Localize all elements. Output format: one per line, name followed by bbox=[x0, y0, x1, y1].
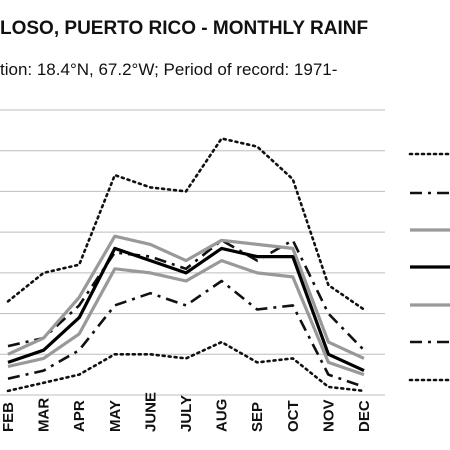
x-tick-label: SEP bbox=[249, 402, 266, 432]
series-line-7 bbox=[6, 340, 366, 393]
x-tick-label: MAR bbox=[36, 398, 53, 432]
chart-title: LOSO, PUERTO RICO - MONTHLY RAINF bbox=[0, 18, 369, 39]
x-tick-label: JUNE bbox=[142, 392, 159, 432]
x-tick-labels: FEB MAR APR MAY JUNE JULY AUG SEP OCT NOV DEC bbox=[0, 392, 373, 432]
series-line-3 bbox=[7, 234, 365, 360]
series-line-2 bbox=[7, 239, 365, 352]
x-tick-label: FEB bbox=[0, 402, 17, 432]
chart-subtitle: tion: 18.4°N, 67.2°W; Period of record: … bbox=[0, 60, 338, 79]
x-tick-label: NOV bbox=[320, 399, 337, 432]
series-line-4 bbox=[7, 246, 365, 373]
x-tick-label: APR bbox=[71, 400, 88, 432]
x-tick-label: DEC bbox=[356, 400, 373, 432]
x-tick-label: OCT bbox=[285, 400, 302, 432]
x-tick-label: JULY bbox=[178, 395, 195, 432]
x-tick-label: AUG bbox=[214, 399, 231, 432]
legend bbox=[408, 152, 450, 382]
series-line-1 bbox=[6, 137, 366, 311]
x-tick-label: MAY bbox=[107, 400, 124, 432]
series-lines bbox=[6, 137, 366, 393]
series-line-5 bbox=[7, 259, 365, 377]
series-line-6 bbox=[7, 279, 365, 389]
